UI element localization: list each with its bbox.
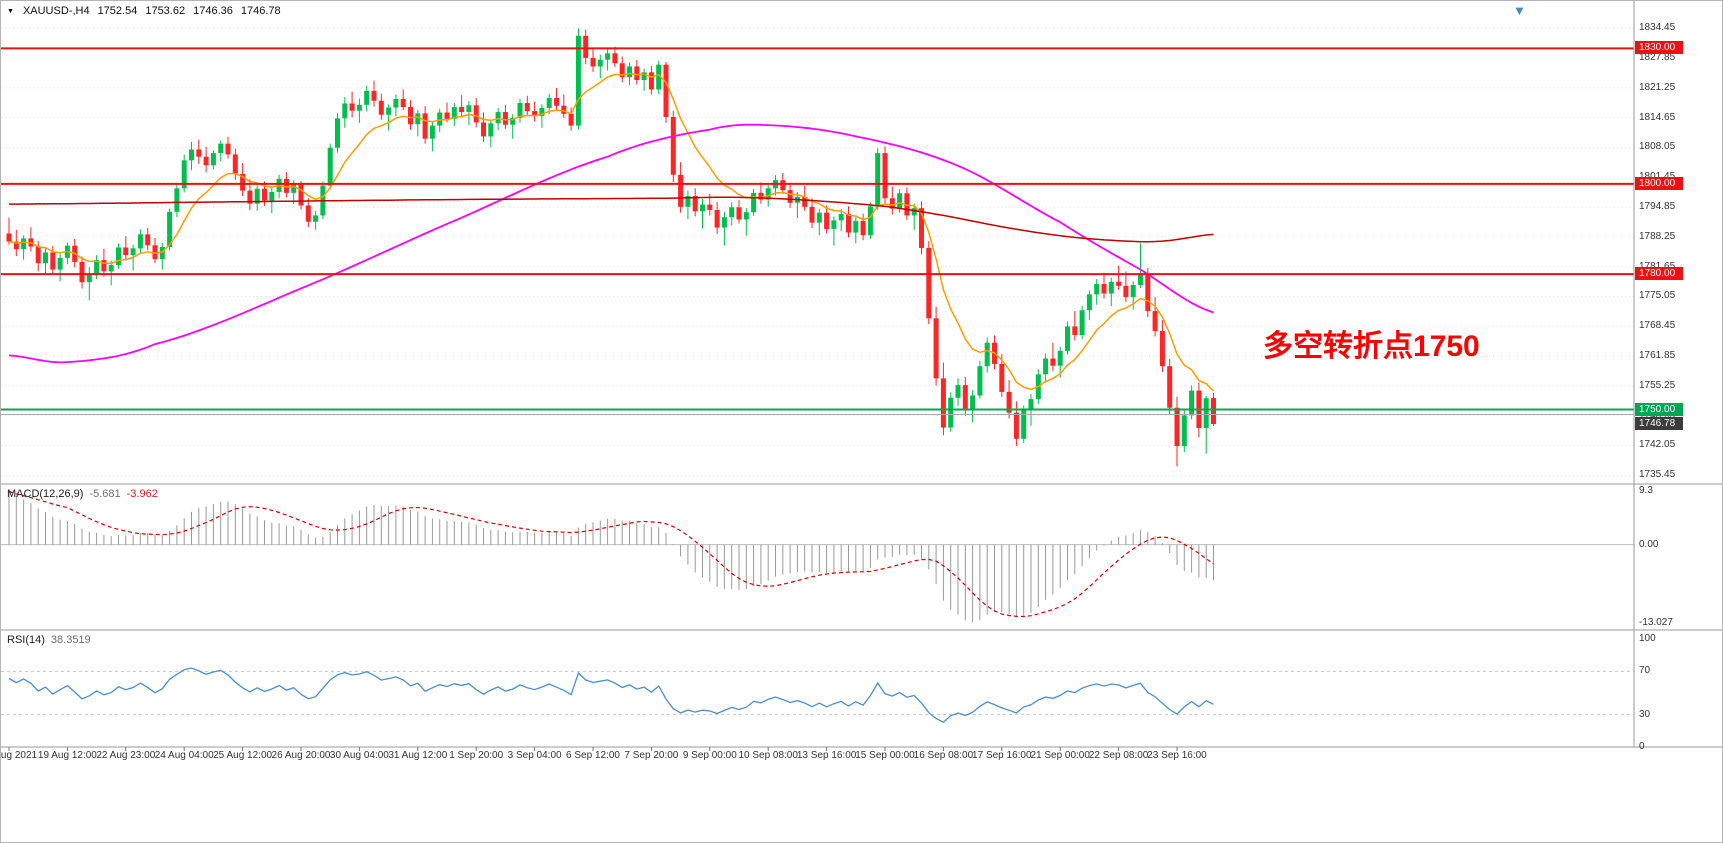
ohlc-close: 1746.78 bbox=[240, 5, 281, 17]
scroll-marker-icon[interactable]: ▼ bbox=[1513, 3, 1526, 18]
ma-mid-line bbox=[8, 123, 1214, 364]
macd-signal-line bbox=[8, 490, 1214, 618]
ma-slow-line bbox=[9, 196, 1214, 243]
rsi-value: 38.3519 bbox=[50, 634, 91, 646]
rsi-line bbox=[8, 667, 1214, 723]
ma-fast-line bbox=[8, 72, 1215, 392]
price-gridlines-layer bbox=[1, 27, 1634, 476]
macd-signal-value: -3.962 bbox=[126, 488, 158, 500]
chart-text-annotation[interactable]: 多空转折点1750 bbox=[1263, 330, 1480, 363]
rsi-indicator-label: RSI(14) 38.3519 bbox=[7, 634, 91, 646]
ohlc-high: 1753.62 bbox=[145, 5, 186, 17]
macd-name: MACD(12,26,9) bbox=[7, 488, 84, 500]
macd-value: -5.681 bbox=[89, 488, 121, 500]
rsi-name: RSI(14) bbox=[7, 634, 45, 646]
candles-layer bbox=[6, 28, 1216, 467]
chart-ohlc-header: ▼ XAUUSD-,H4 1752.54 1753.62 1746.36 174… bbox=[7, 5, 281, 17]
symbol-dropdown-icon[interactable]: ▼ bbox=[7, 7, 14, 15]
ohlc-open: 1752.54 bbox=[97, 5, 138, 17]
macd-histogram-layer bbox=[8, 491, 1214, 623]
symbol-period-label: XAUUSD-,H4 bbox=[22, 5, 90, 17]
ohlc-low: 1746.36 bbox=[193, 5, 233, 17]
macd-indicator-label: MACD(12,26,9) -5.681 -3.962 bbox=[7, 488, 158, 500]
